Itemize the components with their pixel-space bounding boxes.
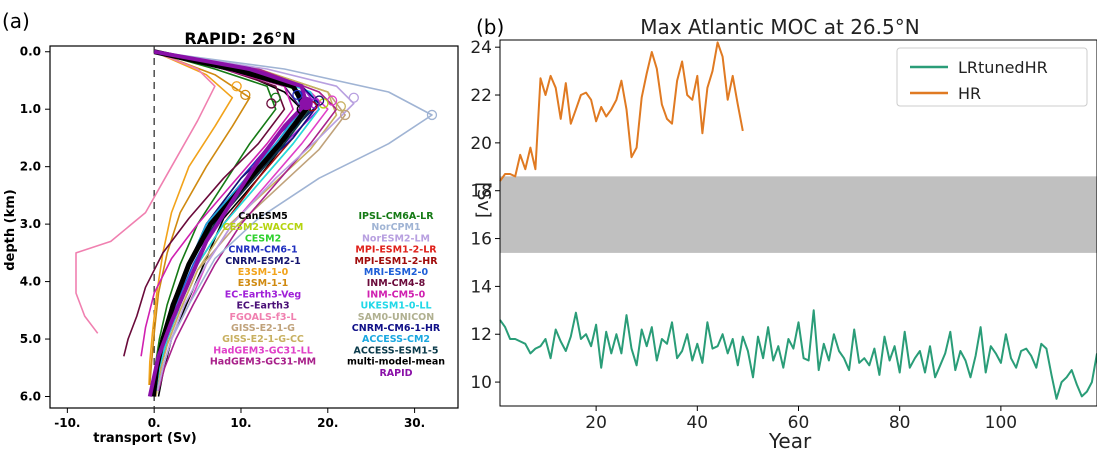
panel-a-title: RAPID: 26°N bbox=[184, 29, 295, 48]
y-tick-label: 1.0 bbox=[20, 102, 41, 116]
panel-b-legend: LRtunedHR HR bbox=[896, 47, 1088, 107]
panel-a-series bbox=[75, 49, 433, 397]
panel-b-y-label: [Sv] bbox=[473, 182, 494, 218]
panel-b-title: Max Atlantic MOC at 26.5°N bbox=[640, 15, 919, 39]
panel-b: (b) Max Atlantic MOC at 26.5°N 101214161… bbox=[470, 15, 1097, 453]
y-tick-label: 5.0 bbox=[20, 332, 41, 346]
x-tick-label: 40 bbox=[686, 413, 708, 433]
x-tick-label: 60 bbox=[788, 413, 810, 433]
panel-b-label: (b) bbox=[476, 15, 504, 39]
marker-GISS-E2-1-G-CC bbox=[335, 101, 346, 112]
legend-entry-IPSL-CM6A-LR: IPSL-CM6A-LR bbox=[358, 211, 434, 222]
legend-entry-HadGEM3-GC31-MM: HadGEM3-GC31-MM bbox=[210, 357, 316, 368]
legend-label-HR: HR bbox=[958, 84, 981, 103]
series-line-HadGEM3-GC31-MM bbox=[154, 50, 338, 392]
legend-entry-INM-CM5-0: INM-CM5-0 bbox=[367, 289, 426, 300]
panel-b-x-label: Year bbox=[768, 429, 812, 453]
marker-NorCPM1 bbox=[426, 109, 438, 121]
legend-entry-RAPID: RAPID bbox=[379, 368, 412, 379]
legend-entry-INM-CM4-8: INM-CM4-8 bbox=[367, 278, 426, 289]
series-line-HR bbox=[499, 41, 744, 182]
x-tick-label: 20. bbox=[317, 416, 338, 430]
legend-entry-multi-model-mean: multi-model-mean bbox=[347, 357, 445, 368]
x-tick-label: 100 bbox=[985, 413, 1017, 433]
legend-entry-EC-Earth3: EC-Earth3 bbox=[236, 301, 289, 312]
panel-a-frame bbox=[49, 45, 459, 409]
panel-a-y-label: depth (km) bbox=[3, 189, 18, 271]
legend-label-LRtunedHR: LRtunedHR bbox=[958, 58, 1048, 77]
y-tick-label: 24 bbox=[470, 38, 492, 58]
panel-a-legend: CanESM5CESM2-WACCMCESM2CNRM-CM6-1CNRM-ES… bbox=[210, 211, 445, 379]
panel-a-label: (a) bbox=[2, 9, 30, 33]
legend-entry-FGOALS-f3-L: FGOALS-f3-L bbox=[229, 312, 296, 323]
legend-entry-MRI-ESM2-0: MRI-ESM2-0 bbox=[364, 267, 429, 278]
legend-entry-E3SM-1-0: E3SM-1-0 bbox=[238, 267, 289, 278]
panel-b-y-ticks: 10 12 14 16 18 20 22 24 bbox=[470, 38, 500, 393]
y-tick-label: 18 bbox=[470, 182, 492, 202]
panel-a-markers bbox=[231, 81, 438, 121]
legend-entry-GISS-E2-1-G: GISS-E2-1-G bbox=[231, 323, 295, 334]
marker-E3SM-1-1 bbox=[240, 89, 251, 100]
legend-box bbox=[896, 47, 1088, 107]
series-line-LRtunedHR bbox=[499, 309, 1097, 400]
x-tick-label: 30. bbox=[404, 416, 425, 430]
x-tick-label: -10. bbox=[54, 416, 80, 430]
legend-entry-CESM2-WACCM: CESM2-WACCM bbox=[223, 222, 304, 233]
y-tick-label: 14 bbox=[470, 277, 492, 297]
legend-entry-HadGEM3-GC31-LL: HadGEM3-GC31-LL bbox=[213, 345, 313, 356]
legend-entry-CNRM-ESM2-1: CNRM-ESM2-1 bbox=[225, 256, 301, 267]
legend-entry-CNRM-CM6-1: CNRM-CM6-1 bbox=[228, 245, 297, 256]
legend-entry-MPI-ESM1-2-LR: MPI-ESM1-2-LR bbox=[355, 245, 437, 256]
series-line-RAPID bbox=[147, 49, 309, 397]
legend-entry-NorESM2-LM: NorESM2-LM bbox=[362, 233, 430, 244]
reference-band bbox=[500, 176, 1097, 253]
panel-a: (a) RAPID: 26°N 0.0 1.0 2.0 3.0 4.0 5.0 6.0 -1… bbox=[2, 9, 459, 446]
legend-entry-CESM2: CESM2 bbox=[245, 233, 281, 244]
x-tick-label: 80 bbox=[889, 413, 911, 433]
x-tick-label: 0. bbox=[148, 416, 161, 430]
y-tick-label: 3.0 bbox=[20, 217, 41, 231]
marker-GISS-E2-1-G bbox=[339, 109, 351, 121]
panel-b-x-ticks: 20 40 60 80 100 bbox=[585, 406, 1017, 433]
legend-entry-CNRM-CM6-1-HR: CNRM-CM6-1-HR bbox=[352, 323, 441, 334]
panel-b-series bbox=[499, 41, 1097, 400]
panel-a-y-ticks: 0.0 1.0 2.0 3.0 4.0 5.0 6.0 bbox=[20, 45, 50, 404]
marker-E3SM-1-0 bbox=[231, 81, 242, 92]
series-line-FGOALS-f3-L bbox=[75, 50, 216, 334]
y-tick-label: 2.0 bbox=[20, 160, 41, 174]
panel-a-x-label: transport (Sv) bbox=[93, 431, 197, 446]
legend-entry-NorCPM1: NorCPM1 bbox=[371, 222, 420, 233]
y-tick-label: 6.0 bbox=[20, 390, 41, 404]
y-tick-label: 16 bbox=[470, 230, 492, 250]
legend-entry-E3SM-1-1: E3SM-1-1 bbox=[238, 278, 289, 289]
x-tick-label: 10. bbox=[230, 416, 251, 430]
legend-entry-ACCESS-CM2: ACCESS-CM2 bbox=[362, 334, 430, 345]
marker-CNRM-CM6-1 bbox=[292, 89, 303, 100]
y-tick-label: 10 bbox=[470, 373, 492, 393]
legend-entry-CanESM5: CanESM5 bbox=[238, 211, 288, 222]
legend-entry-SAM0-UNICON: SAM0-UNICON bbox=[358, 312, 434, 323]
y-tick-label: 0.0 bbox=[20, 45, 41, 59]
marker-NorESM2-LM bbox=[348, 92, 359, 103]
marker-INM-CM4-8 bbox=[266, 98, 277, 109]
series-line-INM-CM4-8 bbox=[123, 50, 286, 357]
panel-a-x-ticks: -10. 0. 10. 20. 30. bbox=[54, 408, 425, 430]
x-tick-label: 20 bbox=[585, 413, 607, 433]
marker-RAPID bbox=[299, 96, 313, 111]
series-line-E3SM-1-0 bbox=[148, 50, 234, 386]
y-tick-label: 20 bbox=[470, 134, 492, 154]
legend-entry-MPI-ESM1-2-HR: MPI-ESM1-2-HR bbox=[354, 256, 438, 267]
legend-entry-ACCESS-ESM1-5: ACCESS-ESM1-5 bbox=[354, 345, 439, 356]
y-tick-label: 22 bbox=[470, 86, 492, 106]
legend-entry-GISS-E2-1-G-CC: GISS-E2-1-G-CC bbox=[222, 334, 304, 345]
legend-entry-EC-Earth3-Veg: EC-Earth3-Veg bbox=[225, 289, 301, 300]
y-tick-label: 12 bbox=[470, 325, 492, 345]
y-tick-label: 4.0 bbox=[20, 275, 41, 289]
series-line-NorESM2-LM bbox=[154, 50, 355, 391]
legend-entry-UKESM1-0-LL: UKESM1-0-LL bbox=[360, 301, 431, 312]
series-line-IPSL-CM6A-LR bbox=[151, 50, 277, 391]
